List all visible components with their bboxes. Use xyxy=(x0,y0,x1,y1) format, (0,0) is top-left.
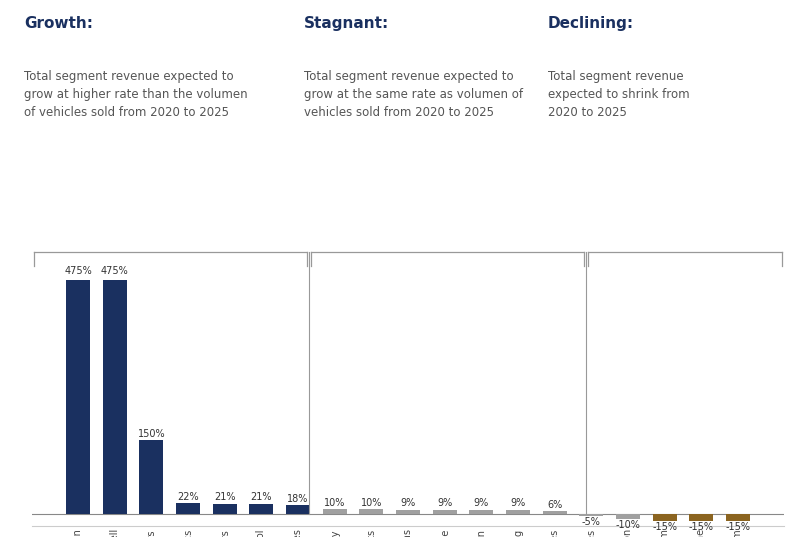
Text: 22%: 22% xyxy=(178,492,199,502)
Text: -10%: -10% xyxy=(615,520,640,530)
Bar xyxy=(213,504,237,514)
Text: 9%: 9% xyxy=(437,498,452,508)
Bar xyxy=(542,511,566,514)
Text: Total segment revenue expected to
grow at the same rate as volumen of
vehicles s: Total segment revenue expected to grow a… xyxy=(304,70,523,119)
Bar xyxy=(616,514,640,519)
Bar xyxy=(726,514,750,521)
Bar xyxy=(506,510,530,514)
Text: 150%: 150% xyxy=(138,429,166,439)
Bar xyxy=(322,509,346,514)
Text: 21%: 21% xyxy=(250,492,272,502)
Bar xyxy=(690,514,713,521)
Text: 18%: 18% xyxy=(287,494,309,504)
Bar xyxy=(653,514,677,521)
Text: 6%: 6% xyxy=(547,499,562,510)
Text: 9%: 9% xyxy=(474,498,489,508)
Text: 10%: 10% xyxy=(324,498,346,507)
Bar xyxy=(286,505,310,514)
Text: 21%: 21% xyxy=(214,492,235,502)
Bar xyxy=(103,280,126,514)
Text: Total segment revenue
expected to shrink from
2020 to 2025: Total segment revenue expected to shrink… xyxy=(548,70,690,119)
Text: 9%: 9% xyxy=(510,498,526,508)
Bar xyxy=(359,509,383,514)
Bar xyxy=(433,510,457,514)
Bar xyxy=(396,510,420,514)
Text: 9%: 9% xyxy=(400,498,416,508)
Bar xyxy=(579,514,603,517)
Text: -15%: -15% xyxy=(689,523,714,532)
Bar xyxy=(66,280,90,514)
Text: 475%: 475% xyxy=(101,266,129,277)
Text: Declining:: Declining: xyxy=(548,16,634,31)
Text: 10%: 10% xyxy=(361,498,382,507)
Bar xyxy=(139,440,163,514)
Text: Growth:: Growth: xyxy=(24,16,93,31)
Text: -15%: -15% xyxy=(726,523,750,532)
Text: Stagnant:: Stagnant: xyxy=(304,16,390,31)
Text: -5%: -5% xyxy=(582,517,601,527)
Text: -15%: -15% xyxy=(652,523,677,532)
Bar xyxy=(250,504,274,514)
Text: Total segment revenue expected to
grow at higher rate than the volumen
of vehicl: Total segment revenue expected to grow a… xyxy=(24,70,248,119)
Bar xyxy=(470,510,494,514)
Bar xyxy=(176,503,200,514)
Text: 475%: 475% xyxy=(64,266,92,277)
